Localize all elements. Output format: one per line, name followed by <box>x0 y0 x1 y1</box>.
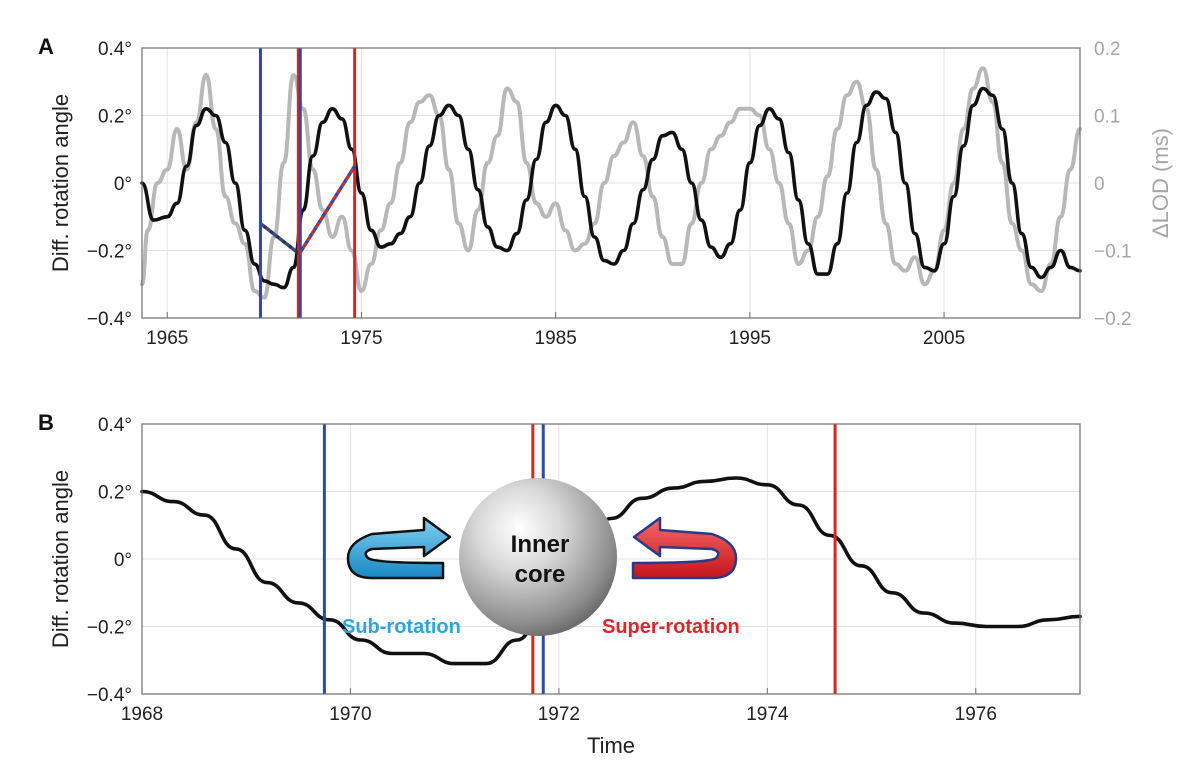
y-tick-label: 0.4° <box>98 415 132 436</box>
x-tick-label: 1972 <box>538 704 580 725</box>
panel-b: B Inner core Sub-rotation Super-rotation… <box>38 410 1082 758</box>
sub-rotation-arrow <box>346 516 452 580</box>
super-rotation-label: Super-rotation <box>602 616 740 638</box>
panel-a-frame <box>141 47 1081 319</box>
x-tick-label: 1968 <box>121 704 163 725</box>
panel-b-ylabel: Diff. rotation angle <box>48 470 73 648</box>
panel-a: A 1965 1975 1985 1995 2005 0.4° 0.2° 0° −0.2° −0.… <box>38 34 1173 349</box>
panel-label-b: B <box>38 410 54 435</box>
y-right-tick-label: 0.1 <box>1094 107 1120 128</box>
y-tick-label: −0.4° <box>87 309 132 330</box>
y-tick-label: −0.2° <box>87 242 132 263</box>
y-tick-label: −0.4° <box>87 685 132 706</box>
inner-core-label-line2: core <box>515 561 566 588</box>
y-right-tick-label: 0.2 <box>1094 39 1120 60</box>
inner-core-label-line1: Inner <box>511 531 570 558</box>
lod-series-line <box>140 66 1082 300</box>
panel-a-ylabel-right: ΔLOD (ms) <box>1148 128 1173 238</box>
dotted-trend-segment <box>297 165 357 255</box>
panel-a-ylabel: Diff. rotation angle <box>48 94 73 272</box>
panel-a-ticks: 1965 1975 1985 1995 2005 0.4° 0.2° 0° −0.2° −0.4°… <box>87 39 1132 349</box>
x-tick-label: 1995 <box>729 328 771 349</box>
x-tick-label: 1976 <box>955 704 997 725</box>
x-tick-label: 1970 <box>329 704 371 725</box>
y-tick-label: 0.2° <box>98 483 132 504</box>
y-tick-label: 0.2° <box>98 107 132 128</box>
y-tick-label: −0.2° <box>87 618 132 639</box>
x-tick-label: 1975 <box>340 328 382 349</box>
sub-rotation-label: Sub-rotation <box>342 616 461 638</box>
panel-a-markers <box>258 48 357 318</box>
super-rotation-arrow <box>631 516 738 580</box>
panel-b-xlabel: Time <box>587 733 635 758</box>
x-tick-label: 2005 <box>923 328 965 349</box>
rotation-angle-series-line <box>140 86 1082 290</box>
panel-a-grid <box>142 47 1080 319</box>
y-tick-label: 0° <box>114 550 132 571</box>
panel-b-frame <box>141 423 1081 695</box>
dotted-trend-segment <box>259 222 301 256</box>
inner-core-sphere <box>459 478 617 636</box>
y-right-tick-label: −0.2 <box>1094 309 1132 330</box>
panel-a-series <box>140 66 1082 300</box>
y-tick-label: 0.4° <box>98 39 132 60</box>
y-right-tick-label: 0 <box>1094 174 1105 195</box>
x-tick-label: 1974 <box>746 704 789 725</box>
panel-b-ticks: 1968 1970 1972 1974 1976 0.4° 0.2° 0° −0.2° −0.4° <box>87 415 997 725</box>
y-tick-label: 0° <box>114 174 132 195</box>
panel-label-a: A <box>38 34 54 59</box>
x-tick-label: 1965 <box>146 328 188 349</box>
y-right-tick-label: −0.1 <box>1094 242 1132 263</box>
x-tick-label: 1985 <box>535 328 577 349</box>
dotted-trend-segment-alt <box>297 165 357 255</box>
